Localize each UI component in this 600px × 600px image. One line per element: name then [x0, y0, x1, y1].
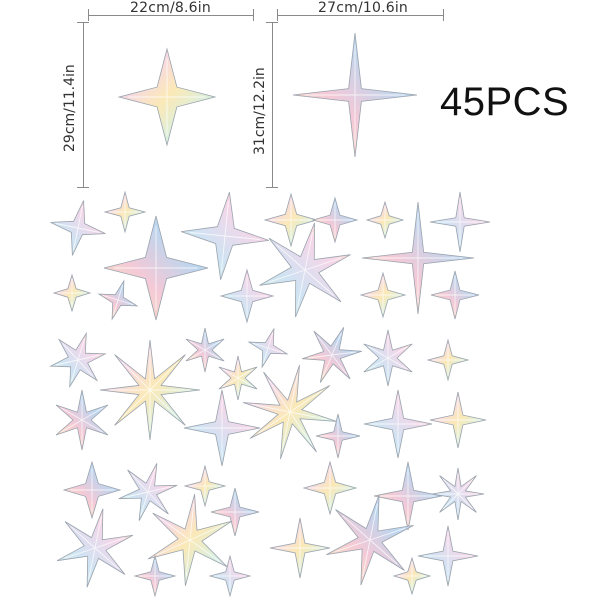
star-facet-lines	[252, 374, 328, 450]
star-facet-lines	[110, 350, 190, 430]
star-facet-lines	[139, 560, 171, 592]
star-facet-lines	[252, 332, 284, 364]
star-facet-lines	[109, 196, 141, 228]
star-facet-lines	[370, 396, 426, 452]
large-width-dim-tick-right	[443, 9, 444, 21]
small-width-dim-tick-right	[253, 9, 254, 21]
star-facet-lines	[226, 275, 268, 317]
small-width-dim-line	[88, 15, 253, 16]
star-facet-lines	[128, 58, 206, 136]
star-facet-lines	[373, 213, 463, 303]
small-width-label: 22cm/8.6in	[130, 0, 211, 16]
star-facet-lines	[380, 468, 436, 524]
star-facet-lines	[317, 202, 353, 238]
star-facet-lines	[57, 278, 87, 308]
large-width-label: 27cm/10.6in	[318, 0, 409, 16]
star-facet-lines	[276, 524, 324, 572]
star-facet-lines	[308, 332, 356, 378]
star-facet-lines	[432, 344, 464, 376]
star-facet-lines	[437, 473, 479, 515]
small-height-dim-tick-top	[77, 22, 89, 23]
large-height-dim-line	[272, 22, 273, 187]
star-facet-lines	[222, 360, 254, 396]
star-facet-lines	[189, 332, 221, 368]
star-facet-lines	[215, 492, 255, 532]
piece-count-label: 45PCS	[440, 80, 570, 124]
star-facet-lines	[189, 200, 261, 272]
star-facet-lines	[435, 275, 475, 315]
star-facet-lines	[60, 396, 104, 444]
star-facet-lines	[309, 467, 351, 509]
star-facet-lines	[69, 467, 115, 513]
large-height-dim-tick-bottom	[266, 187, 278, 188]
star-facet-lines	[189, 470, 221, 502]
star-facet-lines	[56, 338, 100, 382]
star-facet-lines	[55, 205, 101, 251]
small-height-dim-line	[83, 22, 84, 187]
large-height-dim-tick-top	[266, 22, 278, 23]
star-facet-lines	[114, 226, 198, 310]
star-facet-lines	[365, 277, 401, 313]
star-facet-lines	[270, 199, 312, 241]
large-width-dim-tick-left	[277, 9, 278, 21]
large-width-dim-line	[277, 15, 443, 16]
star-facet-lines	[368, 335, 408, 381]
small-height-dim-tick-bottom	[77, 187, 89, 188]
star-facet-lines	[191, 397, 253, 459]
star-facet-lines	[305, 45, 405, 145]
star-facet-lines	[64, 516, 126, 580]
star-facet-lines	[436, 198, 484, 246]
star-facet-lines	[214, 560, 246, 592]
star-facet-lines	[424, 532, 472, 580]
star-facet-lines	[320, 418, 356, 454]
star-facet-lines	[156, 503, 224, 577]
star-facet-lines	[370, 205, 400, 235]
star-facet-lines	[397, 561, 427, 591]
small-width-dim-tick-left	[88, 9, 89, 21]
star-facet-lines	[124, 468, 172, 516]
star-facet-lines	[102, 284, 134, 316]
star-facet-lines	[334, 503, 406, 577]
star-facet-lines	[268, 232, 342, 308]
star-facet-lines	[435, 397, 481, 443]
